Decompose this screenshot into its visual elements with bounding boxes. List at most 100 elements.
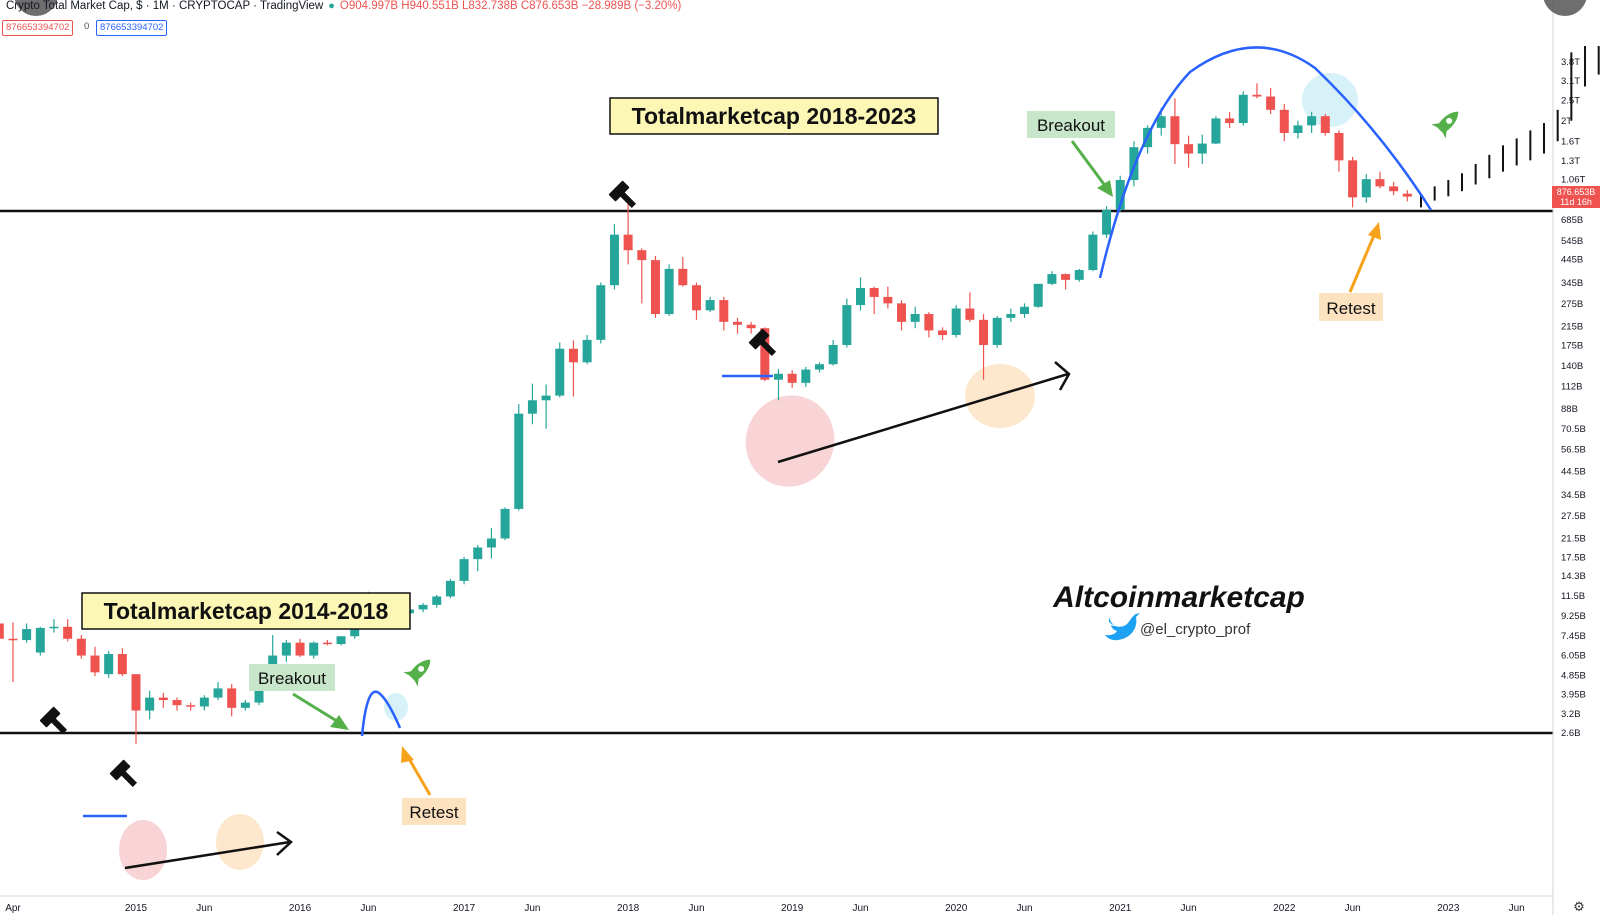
highlight-ellipse-2022-top bbox=[1302, 73, 1358, 127]
price-tick-label: 6.05B bbox=[1561, 650, 1586, 661]
candle bbox=[322, 640, 332, 646]
price-tick-label: 4.85B bbox=[1561, 671, 1586, 682]
retest-label-2016[interactable]: Retest bbox=[402, 798, 466, 825]
rocket-icon bbox=[1431, 111, 1459, 139]
price-tick-label: 140B bbox=[1561, 361, 1583, 372]
price-tick-label: 11.5B bbox=[1561, 591, 1585, 602]
candle bbox=[158, 692, 168, 708]
price-tick-label: 1.3T bbox=[1561, 156, 1580, 167]
trend-arrow-2019[interactable] bbox=[777, 361, 1071, 464]
candle bbox=[883, 286, 893, 309]
highlight-ellipse-2018-low bbox=[745, 395, 835, 487]
retest-arrow-2016[interactable] bbox=[401, 746, 432, 796]
candle bbox=[732, 317, 742, 334]
candle bbox=[979, 314, 989, 380]
candle bbox=[172, 697, 182, 711]
price-tick-label: 56.5B bbox=[1561, 445, 1586, 456]
title-box-2014-2018[interactable]: Totalmarketcap 2014-2018 bbox=[81, 592, 411, 630]
candle bbox=[746, 321, 756, 334]
retest-label-2022[interactable]: Retest bbox=[1319, 293, 1383, 321]
breakout-text: Breakout bbox=[1037, 116, 1105, 135]
candle bbox=[1361, 174, 1371, 203]
time-tick-label: 2015 bbox=[125, 903, 148, 914]
price-tick-label: 2.6B bbox=[1561, 728, 1581, 739]
trend-arrow-2015[interactable] bbox=[124, 830, 293, 870]
candle bbox=[1074, 268, 1084, 282]
candle bbox=[22, 623, 32, 643]
candle bbox=[76, 635, 86, 659]
candle bbox=[1102, 206, 1112, 238]
projection-bars bbox=[1419, 46, 1600, 208]
price-tick-label: 215B bbox=[1561, 322, 1583, 333]
candle bbox=[1375, 171, 1385, 189]
candle bbox=[240, 700, 250, 711]
breakout-label-2016[interactable]: Breakout bbox=[249, 664, 335, 691]
candle bbox=[432, 594, 442, 608]
candle bbox=[35, 626, 45, 656]
price-tick-label: 685B bbox=[1561, 215, 1583, 226]
title-box-2018-2023[interactable]: Totalmarketcap 2018-2023 bbox=[609, 97, 939, 135]
time-tick-label: Jun bbox=[1181, 903, 1197, 914]
price-tick-label: 1.06T bbox=[1561, 175, 1585, 186]
time-axis[interactable]: Apr 2015 Jun 2016 Jun 2017 Jun 2018 Jun 2019 Jun 20… bbox=[5, 903, 1525, 914]
price-tick-label: 1.6T bbox=[1561, 137, 1580, 148]
twitter-icon bbox=[1105, 613, 1140, 641]
candle bbox=[951, 305, 961, 338]
candle bbox=[445, 578, 455, 599]
candle bbox=[486, 527, 496, 559]
candle bbox=[705, 296, 715, 313]
candle bbox=[199, 695, 209, 711]
blue-arc-2021[interactable] bbox=[1098, 46, 1433, 279]
time-tick-label: Jun bbox=[360, 903, 376, 914]
candle bbox=[1252, 83, 1262, 99]
candle bbox=[295, 638, 305, 658]
candle bbox=[1293, 120, 1303, 139]
retest-arrow-2022[interactable] bbox=[1348, 222, 1381, 293]
blue-arc-2016[interactable] bbox=[360, 690, 402, 737]
price-axis[interactable]: 3.8T3.1T2.5T2T1.6T1.3T1.06T685B545B445B3… bbox=[1561, 57, 1586, 739]
highlight-ellipse-2015-mid bbox=[216, 814, 264, 870]
candle bbox=[1238, 91, 1248, 126]
candle bbox=[897, 300, 907, 331]
price-tick-label: 88B bbox=[1561, 404, 1578, 415]
candle bbox=[541, 384, 551, 429]
time-tick-label: 2019 bbox=[781, 903, 804, 914]
price-badge-red: 876653394702 bbox=[2, 20, 74, 36]
candle bbox=[1279, 103, 1289, 142]
retest-text: Retest bbox=[1326, 299, 1375, 318]
candle bbox=[49, 619, 59, 633]
scroll-right-button[interactable] bbox=[1543, 0, 1587, 16]
price-tick-label: 2T bbox=[1561, 116, 1572, 127]
price-tick-label: 34.5B bbox=[1561, 490, 1586, 501]
candle bbox=[596, 282, 606, 344]
breakout-label-2020[interactable]: Breakout bbox=[1027, 111, 1115, 138]
current-price-label: 876.653B 11d 16h bbox=[1552, 186, 1600, 208]
time-tick-label: 2023 bbox=[1437, 903, 1460, 914]
candle bbox=[678, 257, 688, 287]
hammer-icon bbox=[608, 180, 637, 209]
candle bbox=[582, 335, 592, 365]
chart-header: Crypto Total Market Cap, $ · 1M · CRYPTO… bbox=[6, 0, 681, 12]
time-tick-label: 2022 bbox=[1273, 903, 1296, 914]
price-badge-blue: 876653394702 bbox=[96, 20, 168, 36]
candle bbox=[938, 327, 948, 340]
breakout-arrow-2016[interactable] bbox=[292, 692, 349, 730]
time-tick-label: Jun bbox=[852, 903, 868, 914]
price-tick-label: 3.2B bbox=[1561, 709, 1581, 720]
breakout-arrow-2020[interactable] bbox=[1070, 140, 1113, 197]
retest-text: Retest bbox=[409, 803, 458, 822]
time-tick-label: Jun bbox=[1509, 903, 1525, 914]
watermark-text: Altcoinmarketcap bbox=[1052, 581, 1305, 614]
price-tick-label: 275B bbox=[1561, 299, 1583, 310]
title-2018-2023: Totalmarketcap 2018-2023 bbox=[632, 103, 917, 129]
candle bbox=[1033, 283, 1043, 308]
symbol-title[interactable]: Crypto Total Market Cap, $ · 1M · CRYPTO… bbox=[6, 0, 324, 12]
scroll-left-button[interactable] bbox=[14, 0, 58, 16]
price-tick-label: 345B bbox=[1561, 278, 1583, 289]
candle bbox=[186, 702, 196, 711]
candle bbox=[1334, 130, 1344, 172]
time-tick-label: Jun bbox=[1345, 903, 1361, 914]
gear-icon[interactable]: ⚙ bbox=[1573, 900, 1585, 915]
candle bbox=[1225, 111, 1235, 128]
title-2014-2018: Totalmarketcap 2014-2018 bbox=[104, 598, 389, 624]
